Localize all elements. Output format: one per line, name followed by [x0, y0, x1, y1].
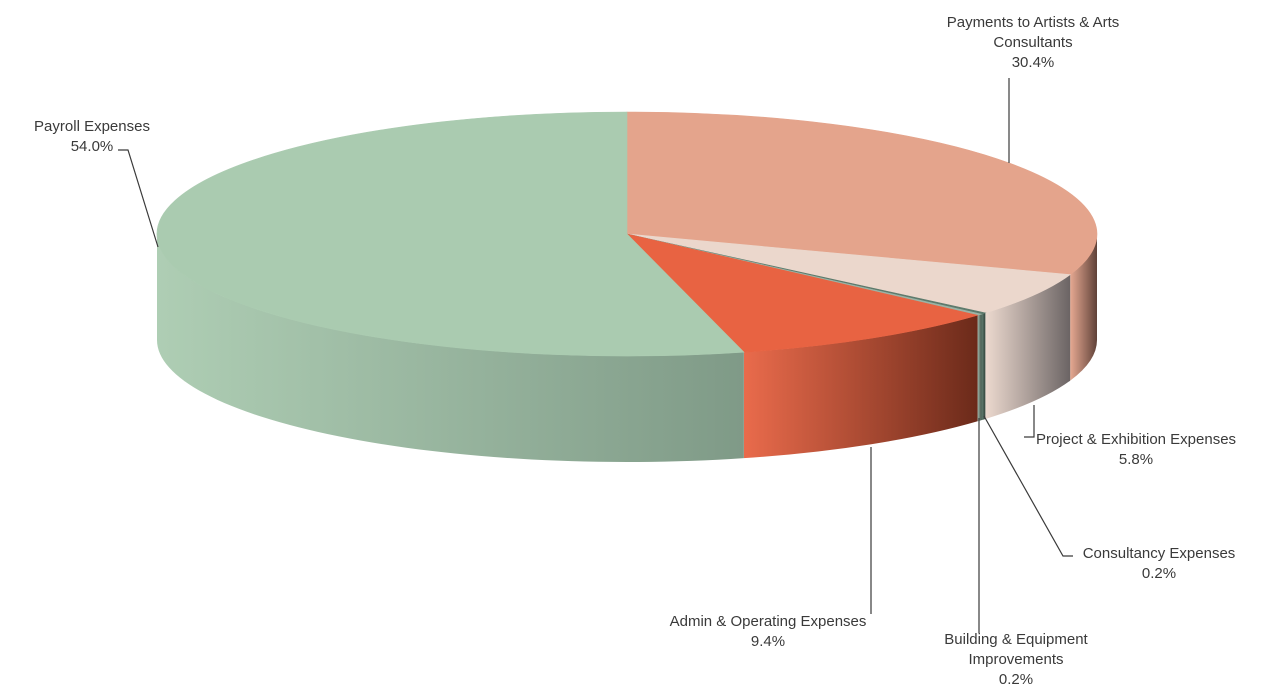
label-name-building-and-equipment-improvements: Building & Equipment: [944, 631, 1088, 648]
label-value-admin-and-operating-expenses: 9.4%: [751, 633, 785, 650]
label-name-admin-and-operating-expenses: Admin & Operating Expenses: [670, 613, 867, 630]
label-value-consultancy-expenses: 0.2%: [1142, 565, 1176, 582]
slice-project-and-exhibition-expenses: [626, 233, 1072, 314]
label-value-payments-to-artists-and-arts-consultants: 30.4%: [1012, 54, 1055, 71]
leader-line-consultancy-expenses: [983, 415, 1073, 557]
slice-side-consultancy-expenses: [981, 312, 986, 421]
label-value-payroll-expenses: 54.0%: [71, 138, 114, 155]
slice-payroll-expenses: [156, 111, 745, 357]
label-value-project-and-exhibition-expenses: 5.8%: [1119, 451, 1153, 468]
slice-side-payments-to-artists-and-arts-consultants: [1070, 234, 1097, 381]
pie-top-layer: [156, 111, 1098, 357]
leader-line-payroll-expenses: [118, 149, 159, 248]
label-name-project-and-exhibition-expenses: Project & Exhibition Expenses: [1036, 431, 1236, 448]
label-name-building-and-equipment-improvements: Improvements: [968, 651, 1063, 668]
slice-payments-to-artists-and-arts-consultants: [626, 111, 1098, 275]
slice-side-project-and-exhibition-expenses: [985, 274, 1071, 419]
label-value-building-and-equipment-improvements: 0.2%: [999, 671, 1033, 688]
label-name-payroll-expenses: Payroll Expenses: [34, 118, 150, 135]
leader-line-project-and-exhibition-expenses: [1024, 405, 1035, 438]
label-name-consultancy-expenses: Consultancy Expenses: [1083, 545, 1236, 562]
slice-side-admin-and-operating-expenses: [743, 315, 978, 459]
slice-side-building-and-equipment-improvements: [977, 314, 982, 422]
label-name-payments-to-artists-and-arts-consultants: Consultants: [993, 34, 1072, 51]
slice-side-payroll-expenses: [157, 234, 744, 463]
label-name-payments-to-artists-and-arts-consultants: Payments to Artists & Arts: [947, 14, 1120, 31]
slice-admin-and-operating-expenses: [626, 233, 979, 353]
pie-labels-layer: Payments to Artists & Arts Consultants 30.…: [34, 14, 1236, 688]
pie-side-layer: [157, 234, 1097, 463]
